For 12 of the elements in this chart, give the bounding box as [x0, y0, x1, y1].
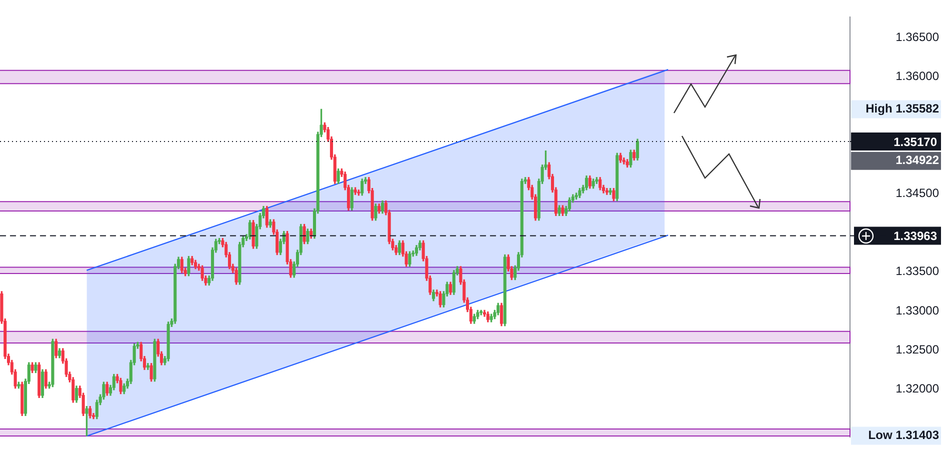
y-tick-label: 1.32000 [896, 381, 940, 396]
y-tick-label: 1.33000 [896, 303, 940, 318]
ref-line-label: 1.33963 [894, 229, 938, 244]
y-tick-label: Low 1.31403 [868, 428, 940, 442]
y-tick-label: High 1.35582 [866, 102, 940, 116]
y-tick-label: 1.34922 [896, 153, 940, 168]
y-tick-label: 1.34500 [896, 186, 940, 200]
ref-line-label: 1.35170 [894, 134, 938, 149]
y-tick-label: 1.32500 [896, 342, 940, 356]
y-tick-label: 1.36000 [896, 68, 940, 83]
y-tick-label: 1.33500 [896, 264, 940, 278]
y-tick-label: 1.36500 [896, 30, 940, 44]
